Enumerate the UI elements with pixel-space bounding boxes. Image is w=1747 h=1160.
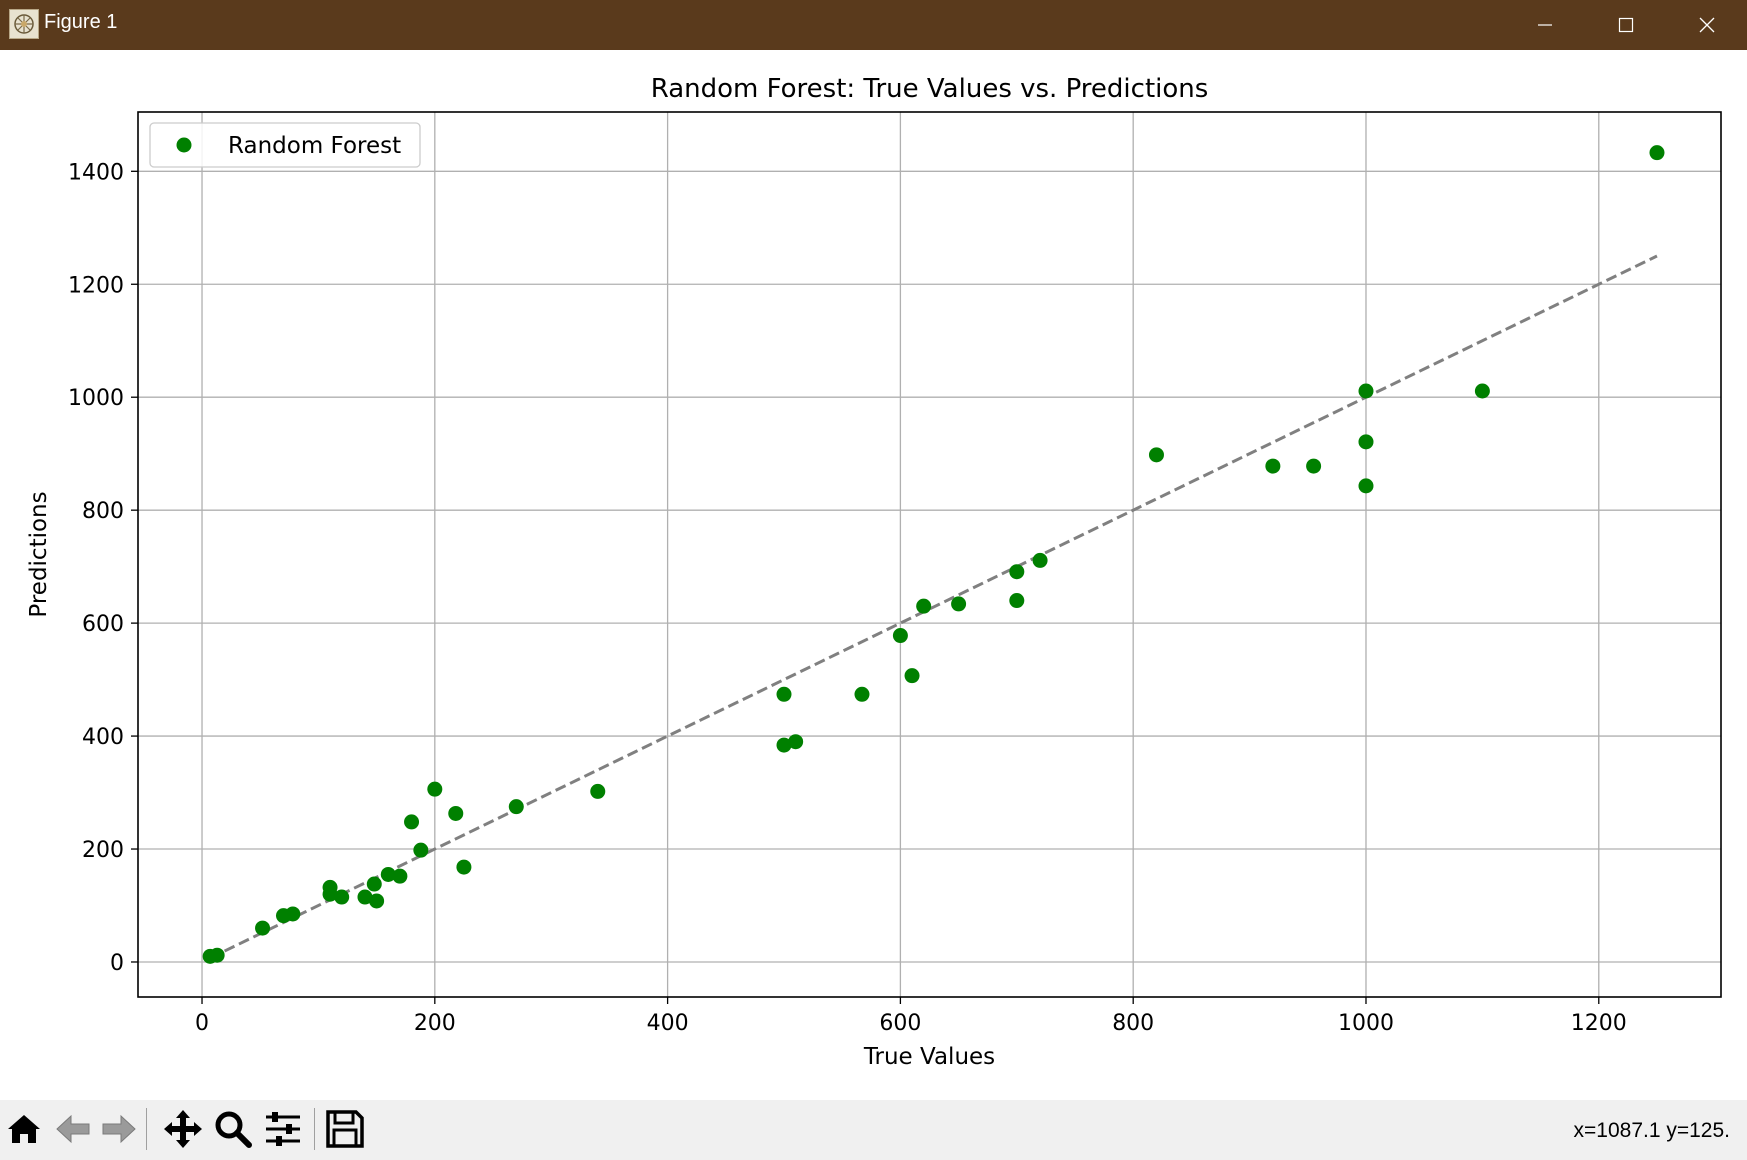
data-point <box>404 814 420 830</box>
x-tick-label: 400 <box>647 1011 689 1036</box>
minimize-icon <box>1538 24 1552 26</box>
toolbar-separator <box>146 1108 147 1150</box>
configure-subplots-icon <box>266 1112 300 1146</box>
zoom-icon <box>215 1111 252 1148</box>
data-point <box>776 737 792 753</box>
home-button[interactable] <box>1 1106 47 1152</box>
scatter-chart: 0 200 400 600 800 1000 1200 0 200 400 600 800 1000 12… <box>26 74 1722 1070</box>
data-point <box>1009 593 1025 609</box>
cursor-coordinates: x=1087.1 y=125. <box>1573 1119 1730 1142</box>
data-point <box>1358 434 1374 450</box>
x-axis-label: True Values <box>863 1044 995 1070</box>
x-tick-label: 1200 <box>1571 1011 1627 1036</box>
data-point <box>1032 552 1048 568</box>
data-point <box>1649 145 1665 161</box>
x-tick-label: 1000 <box>1338 1011 1394 1036</box>
axes-frame <box>137 111 1722 998</box>
zoom-button[interactable] <box>210 1106 256 1152</box>
figure-canvas[interactable]: 0 200 400 600 800 1000 1200 0 200 400 600 800 1000 12… <box>0 50 1747 1100</box>
data-point <box>1474 383 1490 399</box>
legend-box <box>149 122 421 168</box>
back-button[interactable] <box>50 1106 96 1152</box>
y-tick-label: 200 <box>82 838 124 863</box>
window-title: Figure 1 <box>44 11 118 33</box>
data-point <box>892 628 908 644</box>
data-point <box>776 686 792 702</box>
toolbar-separator <box>314 1108 315 1150</box>
forward-button[interactable] <box>96 1106 142 1152</box>
data-point <box>369 893 385 909</box>
maximize-icon <box>1618 17 1634 33</box>
maximize-button[interactable] <box>1586 0 1666 50</box>
data-point <box>1148 447 1164 463</box>
y-tick-label: 1200 <box>68 273 124 298</box>
x-tick-label: 0 <box>195 1011 209 1036</box>
forward-arrow-icon <box>102 1114 136 1144</box>
data-point <box>380 866 396 882</box>
y-tick-label: 1400 <box>68 160 124 185</box>
data-point <box>1306 458 1322 474</box>
data-point <box>1358 383 1374 399</box>
data-point <box>951 596 967 612</box>
data-point <box>366 876 382 892</box>
pan-icon <box>164 1110 202 1148</box>
home-icon <box>8 1115 40 1143</box>
minimize-button[interactable] <box>1505 0 1585 50</box>
y-tick-label: 400 <box>82 725 124 750</box>
data-point <box>334 889 350 905</box>
y-tick-label: 600 <box>82 612 124 637</box>
close-icon <box>1699 17 1715 33</box>
data-point <box>392 868 408 884</box>
data-point <box>255 920 271 936</box>
save-icon <box>326 1110 364 1148</box>
data-point <box>285 906 301 922</box>
save-button[interactable] <box>322 1106 368 1152</box>
x-tick-label: 200 <box>414 1011 456 1036</box>
legend-label: Random Forest <box>228 133 401 159</box>
configure-subplots-button[interactable] <box>260 1106 306 1152</box>
data-point <box>508 799 524 815</box>
data-point <box>854 686 870 702</box>
data-point <box>1009 564 1025 580</box>
back-arrow-icon <box>56 1114 90 1144</box>
navigation-toolbar <box>0 1100 1747 1160</box>
pan-button[interactable] <box>160 1106 206 1152</box>
data-point <box>413 842 429 858</box>
chart-title: Random Forest: True Values vs. Predictio… <box>651 74 1209 104</box>
x-tick-label: 600 <box>879 1011 921 1036</box>
legend-marker <box>176 137 192 153</box>
y-tick-label: 0 <box>110 951 124 976</box>
reference-line <box>209 254 1658 960</box>
data-point <box>209 947 225 963</box>
data-point <box>456 859 472 875</box>
data-point <box>1358 478 1374 494</box>
data-point <box>788 734 804 750</box>
close-button[interactable] <box>1667 0 1747 50</box>
window-titlebar: Figure 1 <box>0 0 1747 50</box>
data-point <box>357 889 373 905</box>
data-point <box>904 668 920 684</box>
x-tick-label: 800 <box>1112 1011 1154 1036</box>
data-point <box>448 805 464 821</box>
y-axis-label: Predictions <box>26 491 52 617</box>
data-point <box>916 598 932 614</box>
data-point <box>322 879 338 895</box>
y-tick-label: 1000 <box>68 386 124 411</box>
plot-background <box>138 112 1721 997</box>
data-point <box>590 783 606 799</box>
data-point <box>427 781 443 797</box>
data-point <box>1265 458 1281 474</box>
app-icon <box>9 9 39 39</box>
y-tick-label: 800 <box>82 499 124 524</box>
